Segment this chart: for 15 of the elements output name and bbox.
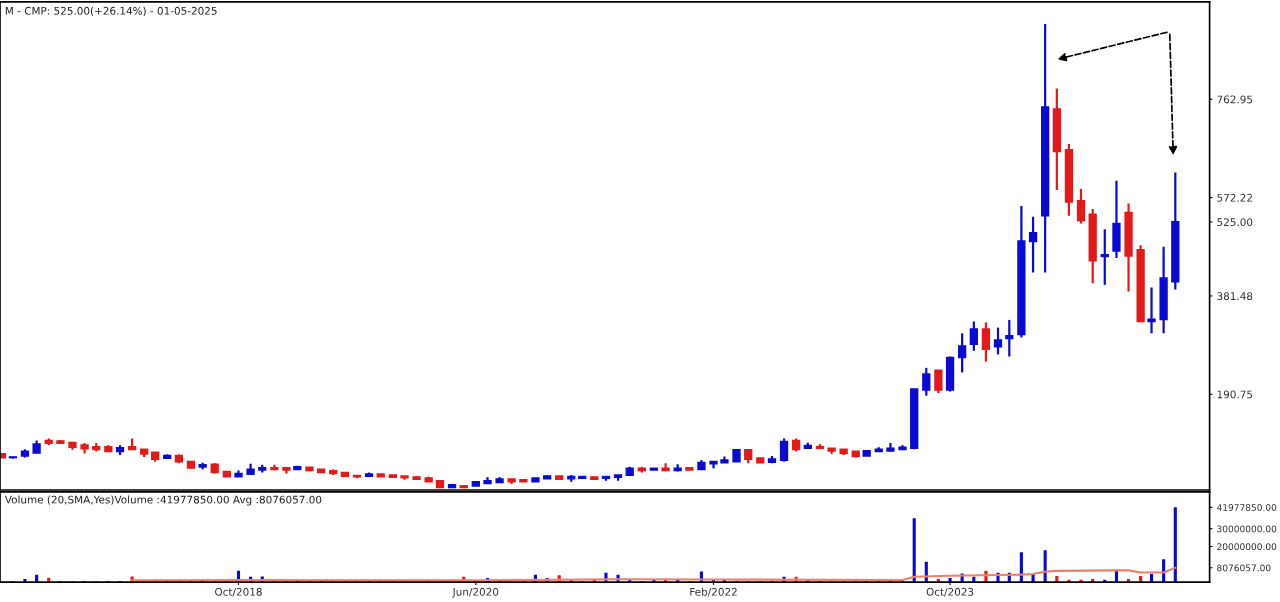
y-tick-label: 762.95 xyxy=(1217,95,1253,104)
x-tick-label: Oct/2023 xyxy=(926,587,974,597)
x-tick-label: Jun/2020 xyxy=(452,587,499,598)
y-tick-label: 381.48 xyxy=(1217,292,1253,301)
x-tick-label: Feb/2022 xyxy=(690,587,737,597)
y-tick-label: 525.00 xyxy=(1217,218,1253,227)
y-tick-label: 20000000.00 xyxy=(1217,543,1277,551)
chart-title: M - CMP: 525.00(+26.14%) - 01-05-2025 xyxy=(5,6,217,16)
y-tick-label: 8076057.00 xyxy=(1217,564,1271,572)
chart-title: Volume (20,SMA,Yes)Volume :41977850.00 Avg :8076057.00 xyxy=(4,495,322,506)
y-tick-label: 572.22 xyxy=(1217,193,1252,202)
x-tick-label: Oct/2018 xyxy=(215,587,262,597)
y-tick-label: 41977850.00 xyxy=(1216,504,1277,511)
y-tick-label: 30000000.00 xyxy=(1217,525,1277,533)
y-tick-label: 190.75 xyxy=(1217,390,1253,399)
